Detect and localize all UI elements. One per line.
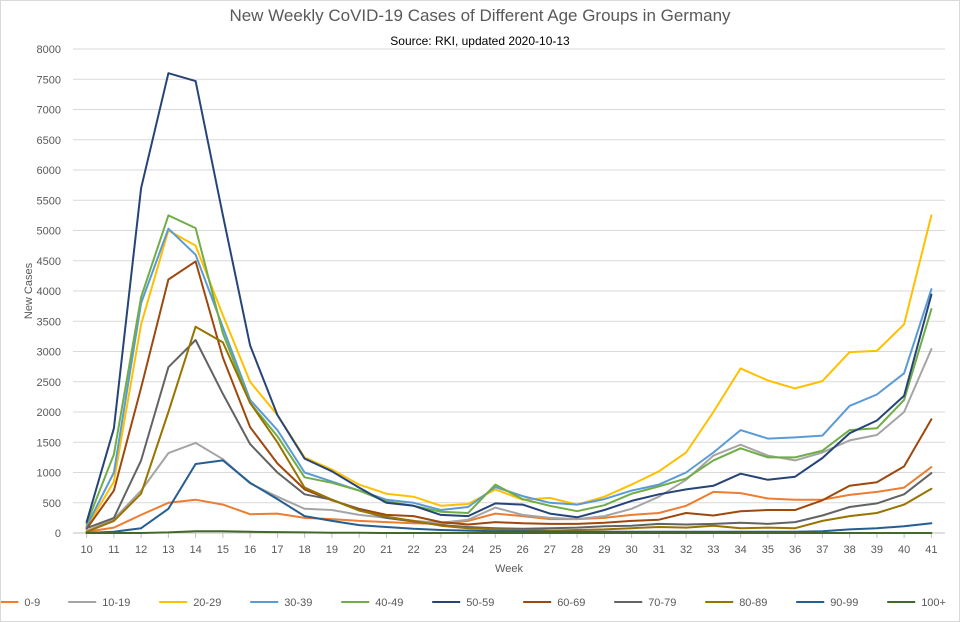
legend-label: 40-49 bbox=[375, 597, 403, 609]
x-tick-label: 16 bbox=[244, 544, 256, 556]
series-line-100+ bbox=[85, 530, 933, 534]
y-tick-label: 5500 bbox=[37, 195, 61, 207]
series-line-60-69 bbox=[85, 260, 933, 530]
series-line-80-89 bbox=[85, 325, 933, 533]
y-tick-label: 3500 bbox=[37, 316, 61, 328]
x-tick-label: 34 bbox=[735, 544, 747, 556]
chart-subtitle: Source: RKI, updated 2020-10-13 bbox=[390, 34, 570, 48]
x-tick-label: 17 bbox=[271, 544, 283, 556]
y-tick-label: 4500 bbox=[37, 256, 61, 268]
x-tick-label: 19 bbox=[326, 544, 338, 556]
legend: 0-9 10-19 20-29 30-39 40-49 50-59 60-69 70-79 80… bbox=[1, 597, 946, 609]
x-tick-label: 22 bbox=[408, 544, 420, 556]
series-line-70-79 bbox=[85, 339, 933, 530]
y-tick-label: 2000 bbox=[37, 407, 61, 419]
legend-label: 50-59 bbox=[466, 597, 494, 609]
y-tick-label: 4000 bbox=[37, 286, 61, 298]
y-tick-label: 6000 bbox=[37, 165, 61, 177]
x-tick-label: 39 bbox=[871, 544, 883, 556]
x-tick-label: 31 bbox=[653, 544, 665, 556]
x-tick-label: 21 bbox=[380, 544, 392, 556]
legend-item-100+: 100+ bbox=[887, 597, 946, 609]
x-tick-label: 14 bbox=[190, 544, 202, 556]
legend-item-90-99: 90-99 bbox=[796, 597, 858, 609]
y-tick-label: 7500 bbox=[37, 74, 61, 86]
series-line-50-59 bbox=[85, 72, 933, 524]
legend-label: 0-9 bbox=[24, 597, 40, 609]
legend-item-0-9: 0-9 bbox=[1, 597, 40, 609]
legend-label: 20-29 bbox=[193, 597, 221, 609]
legend-label: 60-69 bbox=[557, 597, 585, 609]
x-tick-label: 11 bbox=[108, 544, 119, 556]
x-tick-label: 25 bbox=[489, 544, 501, 556]
series-line-0-9 bbox=[85, 466, 933, 533]
x-tick-label: 27 bbox=[544, 544, 556, 556]
y-tick-label: 6500 bbox=[37, 135, 61, 147]
x-tick-label: 32 bbox=[680, 544, 692, 556]
x-tick-label: 40 bbox=[898, 544, 910, 556]
x-axis-label: Week bbox=[495, 563, 523, 575]
legend-item-40-49: 40-49 bbox=[341, 597, 403, 609]
y-tick-label: 3000 bbox=[37, 347, 61, 359]
series-line-20-29 bbox=[85, 214, 933, 529]
y-tick-label: 5000 bbox=[37, 226, 61, 238]
axes: 0 500 1000 1500 2000 2500 3000 3500 4000 4500 5000… bbox=[37, 44, 945, 556]
legend-label: 10-19 bbox=[102, 597, 130, 609]
y-tick-label: 7000 bbox=[37, 105, 61, 117]
legend-item-10-19: 10-19 bbox=[68, 597, 130, 609]
series-line-90-99 bbox=[85, 459, 933, 534]
legend-label: 100+ bbox=[921, 597, 946, 609]
x-tick-label: 41 bbox=[925, 544, 937, 556]
chart-title: New Weekly CoVID-19 Cases of Different A… bbox=[229, 6, 731, 25]
series-lines bbox=[85, 72, 933, 534]
x-tick-label: 18 bbox=[299, 544, 311, 556]
legend-label: 90-99 bbox=[830, 597, 858, 609]
legend-label: 70-79 bbox=[648, 597, 676, 609]
x-tick-label: 13 bbox=[162, 544, 174, 556]
x-tick-label: 10 bbox=[81, 544, 93, 556]
x-tick-label: 37 bbox=[816, 544, 828, 556]
x-tick-label: 38 bbox=[844, 544, 856, 556]
x-tick-label: 20 bbox=[353, 544, 365, 556]
x-tick-label: 15 bbox=[217, 544, 229, 556]
x-tick-label: 30 bbox=[626, 544, 638, 556]
x-tick-label: 28 bbox=[571, 544, 583, 556]
legend-item-60-69: 60-69 bbox=[523, 597, 585, 609]
x-tick-label: 35 bbox=[762, 544, 774, 556]
legend-label: 80-89 bbox=[739, 597, 767, 609]
x-tick-label: 24 bbox=[462, 544, 474, 556]
y-tick-label: 2500 bbox=[37, 377, 61, 389]
legend-item-70-79: 70-79 bbox=[614, 597, 676, 609]
legend-label: 30-39 bbox=[284, 597, 312, 609]
series-line-30-39 bbox=[85, 227, 933, 528]
x-tick-label: 29 bbox=[598, 544, 610, 556]
legend-item-30-39: 30-39 bbox=[250, 597, 312, 609]
y-tick-label: 8000 bbox=[37, 44, 61, 56]
x-tick-label: 23 bbox=[435, 544, 447, 556]
y-tick-label: 1500 bbox=[37, 437, 61, 449]
y-tick-label: 0 bbox=[55, 528, 61, 540]
legend-item-80-89: 80-89 bbox=[705, 597, 767, 609]
x-tick-label: 12 bbox=[135, 544, 147, 556]
y-axis-label: New Cases bbox=[23, 262, 35, 319]
x-tick-label: 26 bbox=[517, 544, 529, 556]
y-tick-label: 500 bbox=[43, 498, 61, 510]
x-tick-label: 33 bbox=[707, 544, 719, 556]
series-line-40-49 bbox=[85, 214, 933, 525]
y-tick-label: 1000 bbox=[37, 468, 61, 480]
legend-item-50-59: 50-59 bbox=[432, 597, 494, 609]
x-tick-label: 36 bbox=[789, 544, 801, 556]
legend-item-20-29: 20-29 bbox=[159, 597, 221, 609]
